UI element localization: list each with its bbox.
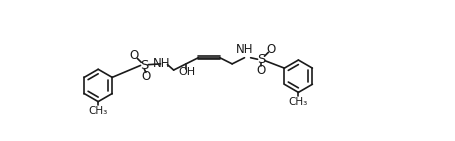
- Text: O: O: [141, 70, 150, 83]
- Text: S: S: [140, 59, 148, 72]
- Text: CH₃: CH₃: [288, 97, 307, 107]
- Text: O: O: [256, 64, 265, 77]
- Text: O: O: [266, 43, 275, 56]
- Text: NH: NH: [235, 43, 253, 56]
- Text: S: S: [257, 53, 265, 66]
- Text: NH: NH: [152, 57, 170, 70]
- Text: CH₃: CH₃: [88, 106, 107, 116]
- Text: OH: OH: [178, 67, 195, 77]
- Text: O: O: [130, 49, 139, 62]
